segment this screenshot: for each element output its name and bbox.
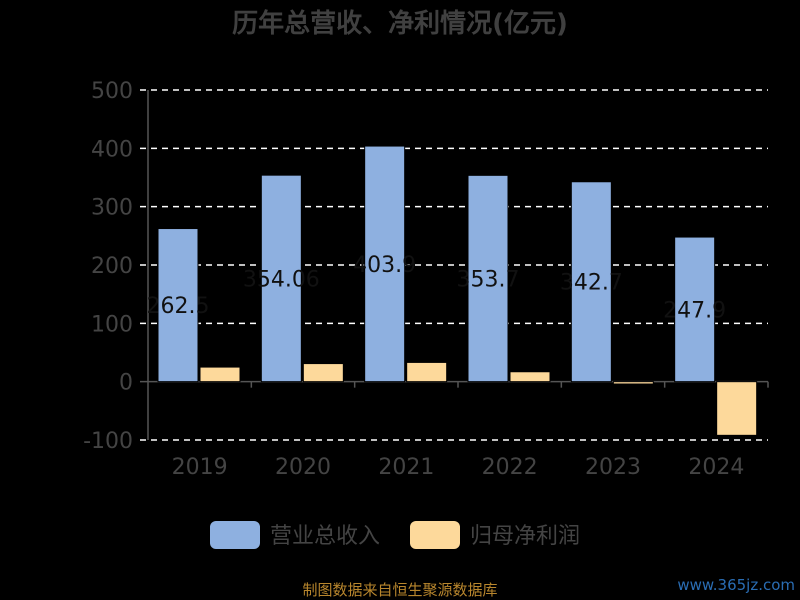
bar-revenue-2021 [364, 145, 406, 383]
data-label-revenue: 247.9 [663, 298, 726, 323]
legend-label: 营业总收入 [270, 524, 380, 549]
bars [157, 145, 758, 436]
data-label-revenue: 262.5 [147, 294, 210, 319]
legend-label: 归母净利润 [470, 524, 580, 549]
y-tick-label: 200 [91, 254, 133, 279]
bar-revenue-2024 [674, 236, 716, 383]
bar-revenue-2023 [570, 181, 612, 383]
watermark: www.365jz.com [677, 576, 795, 594]
x-tick-label: 2024 [688, 455, 744, 480]
bar-net-profit-2019 [199, 366, 241, 383]
bar-net-profit-2024 [716, 381, 758, 436]
x-tick-label: 2019 [172, 455, 228, 480]
gridlines [140, 89, 768, 441]
chart-title: 历年总营收、净利情况(亿元) [232, 8, 568, 39]
bar-net-profit-2022 [509, 371, 551, 383]
legend-swatch [210, 521, 260, 549]
x-tick-label: 2020 [275, 455, 331, 480]
bar-revenue-2020 [260, 174, 302, 383]
data-label-revenue: 403.9 [353, 253, 416, 278]
x-tick-label: 2022 [482, 455, 538, 480]
bar-revenue-2019 [157, 228, 199, 383]
x-tick-label: 2023 [585, 455, 641, 480]
data-label-revenue: 353.7 [457, 268, 520, 293]
y-tick-label: -100 [83, 429, 133, 454]
y-tick-label: 100 [91, 312, 133, 337]
y-tick-label: 400 [91, 137, 133, 162]
data-labels: 262.5 354.06 403.9 353.7 342.7 247.9 [147, 253, 727, 324]
y-tick-label: 300 [91, 196, 133, 221]
bar-net-profit-2021 [406, 361, 448, 383]
bar-net-profit-2023 [612, 381, 654, 385]
legend: 营业总收入 归母净利润 [210, 521, 580, 549]
data-label-revenue: 354.06 [243, 267, 320, 292]
y-tick-label: 0 [119, 371, 133, 396]
data-label-revenue: 342.7 [560, 271, 623, 296]
source-note: 制图数据来自恒生聚源数据库 [302, 581, 497, 599]
bar-revenue-2022 [467, 174, 509, 383]
axes: 500 400 300 200 100 0 -100 2019 2020 2021 2022 2023… [83, 79, 769, 480]
bar-net-profit-2020 [302, 363, 344, 383]
legend-swatch [410, 521, 460, 549]
y-tick-label: 500 [91, 79, 133, 104]
x-tick-label: 2021 [378, 455, 434, 480]
